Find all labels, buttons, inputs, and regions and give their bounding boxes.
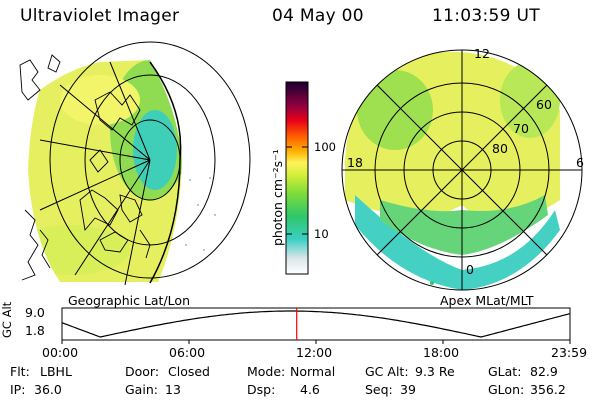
status-door-value: Closed (168, 364, 210, 379)
status-dsp-value: 4.6 (300, 382, 320, 397)
status-seq-key: Seq: (365, 382, 393, 397)
x-tick-1200: 12:00 (296, 345, 333, 360)
altitude-ytick-max: 9.0 (25, 305, 45, 320)
status-ip-value: 36.0 (34, 382, 62, 397)
status-flt-key: Flt: (10, 364, 30, 379)
geographic-map (19, 41, 251, 286)
mlt-label-6: 6 (576, 155, 584, 170)
status-gain-key: Gain: (125, 382, 158, 397)
colorbar-tick-10: 10 (314, 227, 329, 241)
mlat-label-70: 70 (513, 121, 529, 136)
status-door-key: Door: (125, 364, 160, 379)
status-flt-value: LBHL (40, 364, 72, 379)
altitude-plot (61, 307, 571, 344)
colorbar-unit-label: photon cm⁻²s⁻¹ (270, 149, 285, 246)
status-mode-value: Normal (290, 364, 336, 379)
altitude-curve (61, 310, 571, 338)
colorbar-tick-100: 100 (314, 140, 336, 154)
status-gcalt-value: 9.3 Re (415, 364, 455, 379)
status-glon-key: GLon: (488, 382, 525, 397)
mlt-label-12: 12 (474, 46, 490, 61)
status-dsp-key: Dsp: (247, 382, 276, 397)
status-gain-value: 13 (165, 382, 181, 397)
mlat-label-80: 80 (492, 141, 508, 156)
altitude-ylabel: GC Alt (0, 301, 14, 338)
color-bar (285, 81, 309, 275)
mlat-label-60: 60 (536, 97, 552, 112)
status-seq-value: 39 (400, 382, 416, 397)
status-gcalt-key: GC Alt: (365, 364, 409, 379)
mlt-label-0: 0 (466, 262, 474, 277)
right-panel-caption: Apex MLat/MLT (440, 293, 534, 308)
date-label: 04 May 00 (272, 6, 364, 26)
status-ip-key: IP: (10, 382, 26, 397)
x-tick-0000: 00:00 (42, 345, 79, 360)
altitude-ytick-min: 1.8 (25, 323, 45, 338)
time-label: 11:03:59 UT (432, 6, 540, 26)
polar-plot (341, 49, 583, 291)
status-glon-value: 356.2 (530, 382, 566, 397)
left-panel-caption: Geographic Lat/Lon (68, 293, 190, 308)
x-tick-0600: 06:00 (169, 345, 206, 360)
status-glat-key: GLat: (488, 364, 522, 379)
app-title: Ultraviolet Imager (20, 6, 180, 26)
x-tick-1800: 18:00 (423, 345, 460, 360)
status-mode-key: Mode: (247, 364, 286, 379)
x-tick-2359: 23:59 (551, 345, 588, 360)
mlt-label-18: 18 (347, 155, 363, 170)
status-glat-value: 82.9 (530, 364, 558, 379)
